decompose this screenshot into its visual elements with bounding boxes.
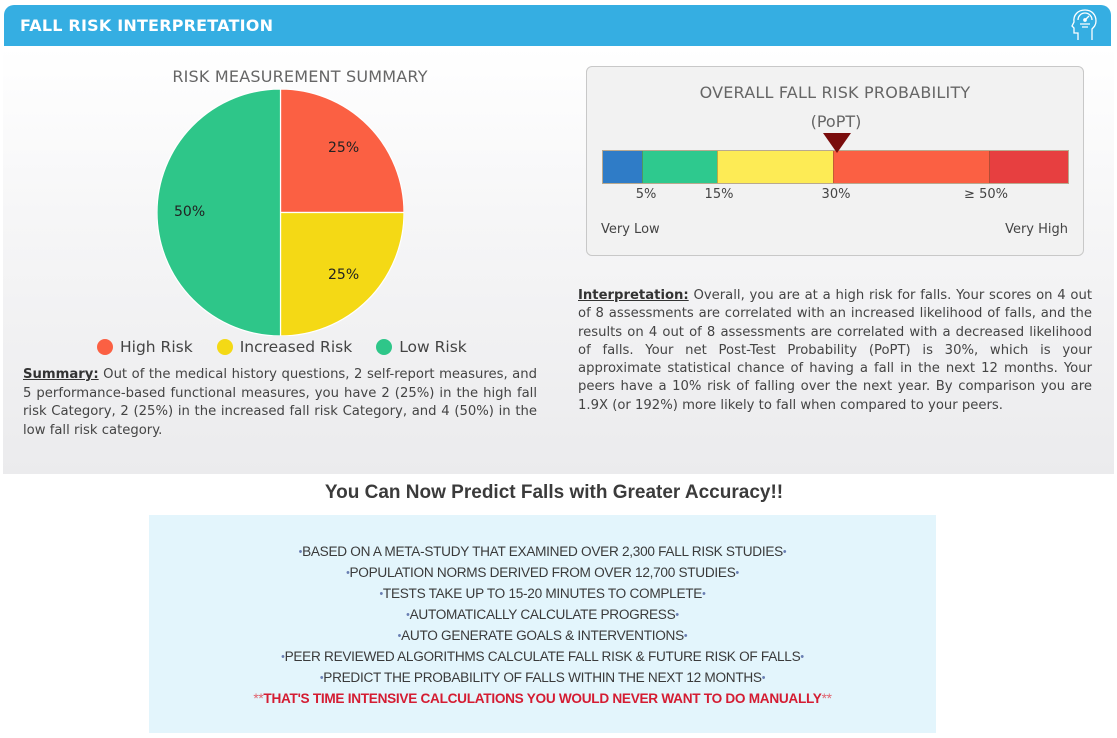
summary-paragraph: Summary: Out of the medical history ques… [23, 366, 537, 440]
scale-tick-label: ≥ 50% [964, 187, 1008, 202]
pie-label-increased-risk: 25% [328, 267, 360, 283]
pie-label-low-risk: 50% [174, 204, 206, 220]
legend-item-low-risk[interactable]: Low Risk [376, 338, 467, 356]
pie-legend: High Risk Increased Risk Low Risk [97, 336, 491, 358]
promo-warning: **THAT'S TIME INTENSIVE CALCULATIONS YOU… [253, 691, 832, 707]
pie-chart-title: RISK MEASUREMENT SUMMARY [172, 67, 428, 86]
probability-title: OVERALL FALL RISK PROBABILITY [699, 83, 971, 102]
bullet-icon: • [281, 651, 285, 663]
bullet-icon: • [319, 672, 324, 684]
scale-tick-label: 5% [635, 187, 657, 202]
probability-subtitle: (PoPT) [810, 112, 862, 131]
risk-bar-segment [833, 151, 990, 183]
promo-bullet: •PEER REVIEWED ALGORITHMS CALCULATE FALL… [281, 649, 804, 665]
interpretation-heading: Interpretation: [578, 288, 689, 303]
scale-tick-label: 15% [704, 187, 734, 202]
legend-dot-icon [376, 339, 393, 355]
interpretation-text: Overall, you are at a high risk for fall… [578, 288, 1092, 413]
bullet-icon: • [702, 588, 706, 600]
promo-bullet: •BASED ON A META-STUDY THAT EXAMINED OVE… [298, 544, 787, 560]
head-gauge-icon [1071, 9, 1097, 40]
promo-bullet: •AUTOMATICALLY CALCULATE PROGRESS• [406, 607, 679, 623]
legend-item-increased-risk[interactable]: Increased Risk [216, 338, 353, 356]
promo-bullet: •PREDICT THE PROBABILITY OF FALLS WITHIN… [319, 670, 766, 686]
bullet-icon: • [782, 546, 787, 558]
promo-box: •BASED ON A META-STUDY THAT EXAMINED OVE… [149, 515, 936, 733]
risk-bar-segment [603, 151, 642, 183]
promo-title: You Can Now Predict Falls with Greater A… [324, 482, 784, 503]
bullet-icon: • [346, 567, 350, 579]
legend-dot-icon [216, 339, 233, 355]
legend-label: High Risk [120, 338, 193, 356]
fall-risk-probability-box: OVERALL FALL RISK PROBABILITY (PoPT) 5% 1… [586, 66, 1084, 256]
bullet-icon: • [761, 672, 766, 684]
scale-label-very-low: Very Low [601, 222, 660, 237]
pie-slice-increased-risk[interactable] [279, 211, 405, 337]
risk-scale-bar [602, 150, 1069, 184]
bullet-icon: • [397, 630, 402, 642]
risk-bar-segment [641, 151, 717, 183]
interpretation-paragraph: Interpretation: Overall, you are at a hi… [578, 287, 1092, 415]
bullet-icon: • [675, 609, 679, 621]
bullet-icon: • [298, 546, 303, 558]
scale-label-very-high: Very High [1005, 222, 1068, 237]
popt-marker-icon [823, 133, 851, 153]
section-title: FALL RISK INTERPRETATION [20, 16, 274, 35]
bullet-icon: • [735, 567, 740, 579]
legend-dot-icon [97, 339, 113, 355]
bullet-icon: • [683, 630, 688, 642]
promo-bullet: •TESTS TAKE UP TO 15-20 MINUTES TO COMPL… [379, 586, 706, 602]
risk-bar-segment [716, 151, 834, 183]
bullet-icon: • [800, 651, 804, 663]
promo-bullet: •AUTO GENERATE GOALS & INTERVENTIONS• [397, 628, 688, 644]
risk-bar-segment [989, 151, 1068, 183]
promo-feature-list: •BASED ON A META-STUDY THAT EXAMINED OVE… [149, 542, 936, 710]
legend-item-high-risk[interactable]: High Risk [97, 338, 193, 356]
pie-label-high-risk: 25% [328, 140, 360, 156]
risk-pie-chart: 25% 25% 50% [156, 88, 405, 337]
legend-label: Increased Risk [239, 338, 353, 356]
bullet-icon: • [406, 609, 410, 621]
promo-bullet: •POPULATION NORMS DERIVED FROM OVER 12,7… [346, 565, 740, 581]
pie-slice-low-risk[interactable] [156, 88, 282, 337]
legend-label: Low Risk [399, 338, 467, 356]
summary-heading: Summary: [23, 367, 99, 382]
section-header: FALL RISK INTERPRETATION [4, 5, 1111, 46]
scale-tick-label: 30% [821, 187, 851, 202]
summary-text: Out of the medical history questions, 2 … [23, 367, 537, 438]
bullet-icon: • [379, 588, 383, 600]
pie-slice-high-risk[interactable] [279, 88, 405, 214]
